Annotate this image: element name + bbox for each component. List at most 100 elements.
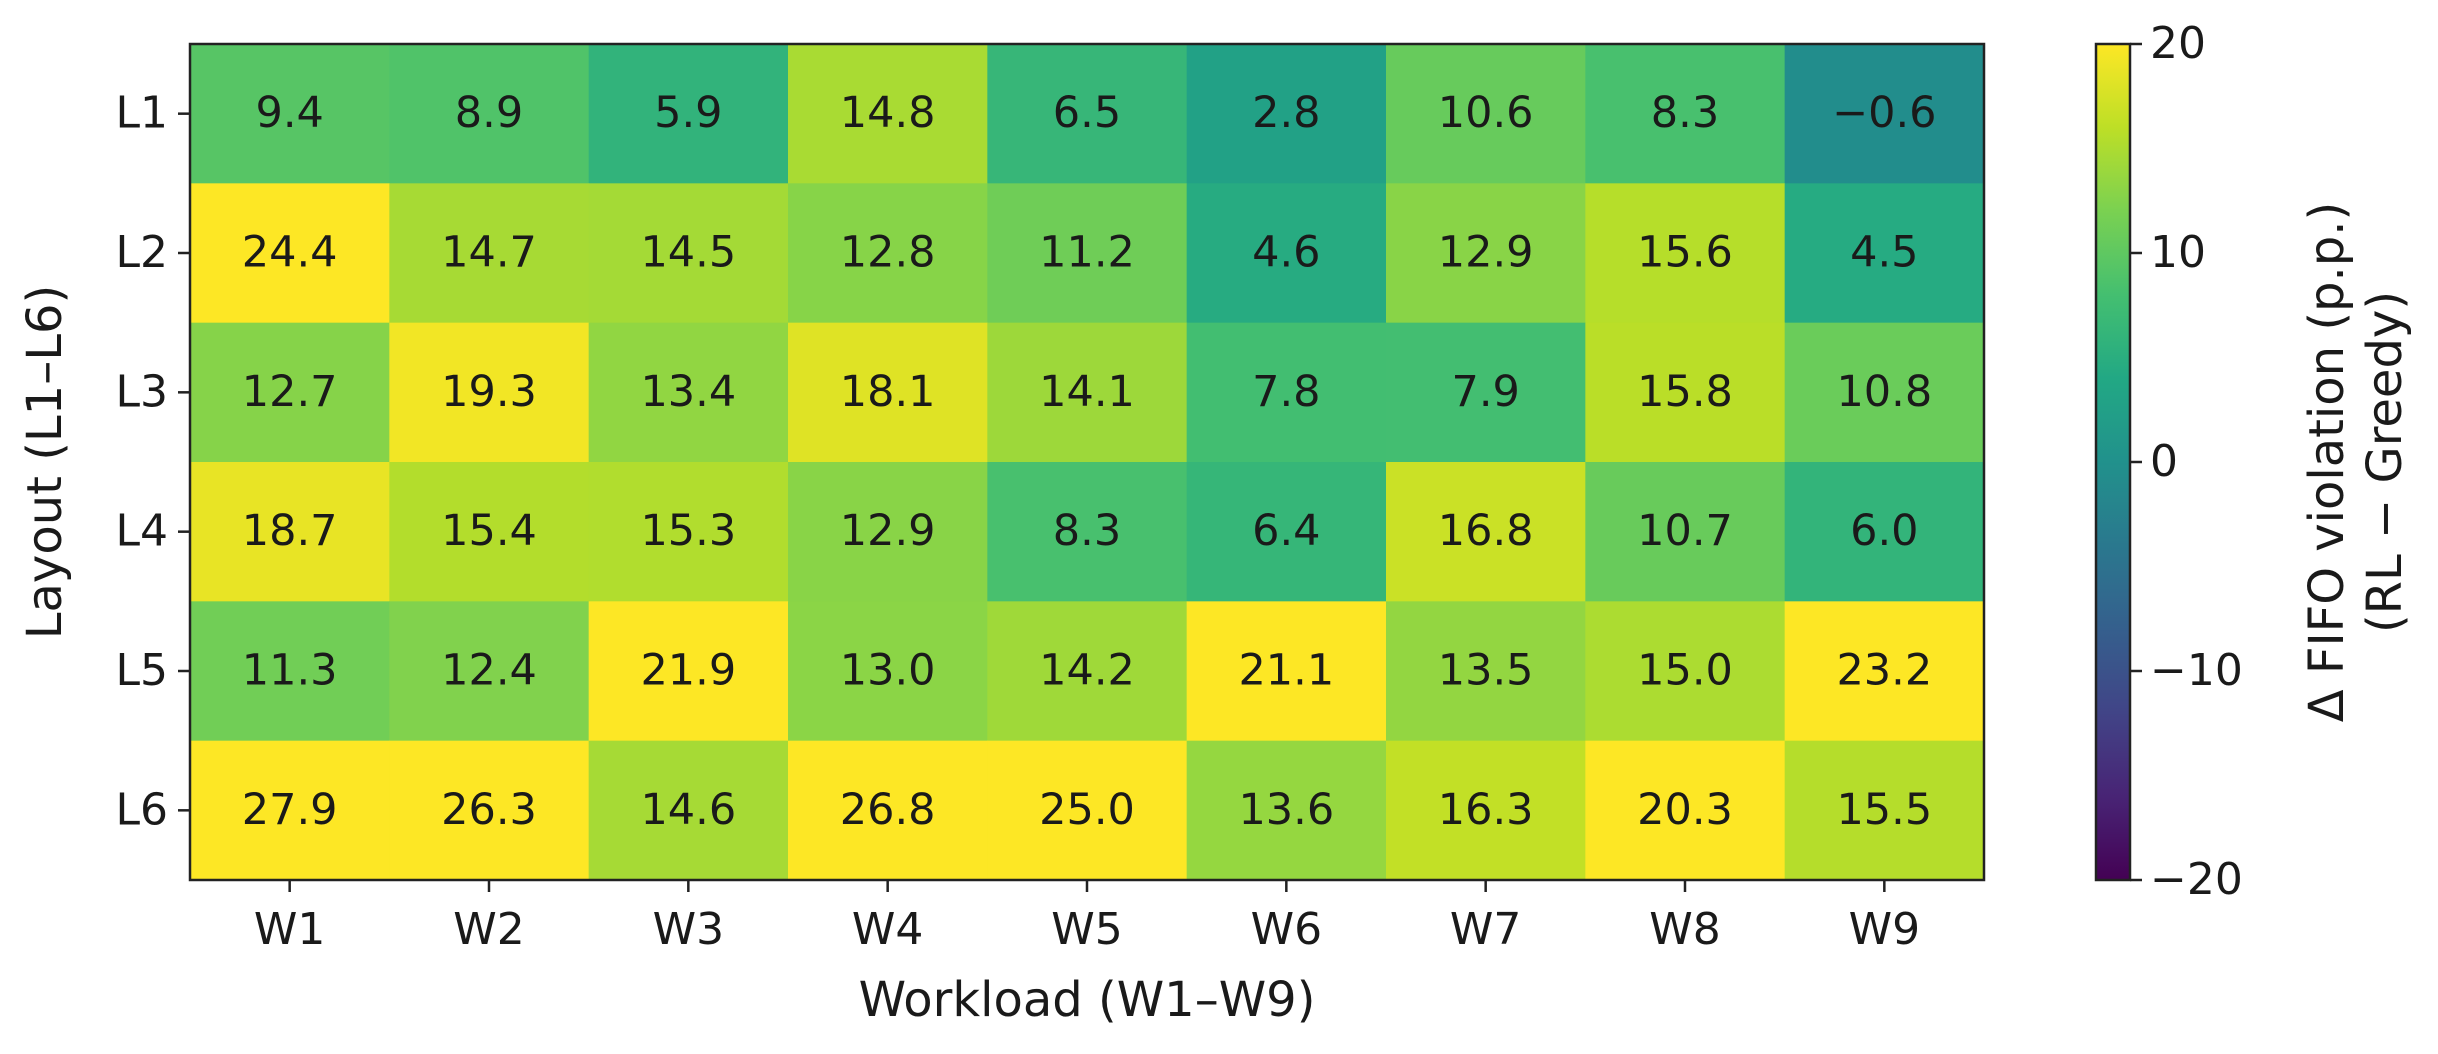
heatmap-cell — [1186, 601, 1387, 742]
cell-label: 6.5 — [1053, 88, 1121, 138]
cell-label: 20.3 — [1637, 785, 1733, 835]
heatmap-cell — [1386, 183, 1586, 324]
heatmap-cell — [1784, 740, 1985, 881]
cell-label: 12.7 — [242, 367, 338, 417]
cell-label: −0.6 — [1832, 88, 1936, 138]
cell-label: 10.6 — [1438, 88, 1534, 138]
cell-label: 6.0 — [1850, 506, 1918, 556]
cell-label: 4.5 — [1850, 228, 1918, 278]
cell-label: 15.8 — [1637, 367, 1733, 417]
heatmap-cell — [1186, 44, 1387, 184]
heatmap-cell — [788, 322, 988, 463]
heatmap-cell — [987, 601, 1188, 742]
heatmap-cell — [389, 44, 590, 184]
heatmap-cell — [987, 183, 1188, 324]
y-tick-label: L6 — [115, 784, 168, 835]
heatmap-cell — [190, 183, 390, 324]
cell-label: 14.7 — [441, 228, 537, 278]
cell-label: 24.4 — [242, 228, 338, 278]
heatmap-cell — [389, 740, 590, 881]
cell-label: 16.3 — [1438, 785, 1534, 835]
cell-label: 2.8 — [1252, 88, 1320, 138]
cell-label: 13.6 — [1238, 785, 1334, 835]
x-tick-label: W6 — [1251, 904, 1323, 955]
y-tick-label: L3 — [115, 366, 168, 417]
heatmap-cell — [1585, 601, 1786, 742]
heatmap-cell — [190, 44, 390, 184]
cell-label: 18.1 — [840, 367, 936, 417]
cell-label: 13.4 — [640, 367, 736, 417]
colorbar-label: (RL − Greedy) — [2357, 291, 2413, 633]
cell-label: 10.8 — [1836, 367, 1932, 417]
x-tick-label: W9 — [1849, 904, 1921, 955]
heatmap-cell — [190, 740, 390, 881]
y-tick-label: L1 — [115, 88, 168, 139]
x-axis-label: Workload (W1–W9) — [859, 972, 1316, 1028]
cell-label: 16.8 — [1438, 506, 1534, 556]
cell-label: 12.4 — [441, 646, 537, 696]
cell-label: 21.1 — [1238, 646, 1334, 696]
cell-label: 19.3 — [441, 367, 537, 417]
heatmap-cell — [588, 601, 789, 742]
heatmap-cell — [1186, 183, 1387, 324]
cell-label: 11.3 — [242, 646, 338, 696]
cell-label: 21.9 — [640, 646, 736, 696]
heatmap-cell — [1585, 322, 1786, 463]
heatmap-cell — [1784, 44, 1985, 184]
cell-label: 13.0 — [840, 646, 936, 696]
colorbar-tick-label: −20 — [2150, 854, 2243, 905]
cell-label: 7.9 — [1451, 367, 1519, 417]
heatmap-cell — [588, 462, 789, 602]
heatmap-cell — [1386, 740, 1586, 881]
cell-label: 8.3 — [1651, 88, 1719, 138]
cell-label: 18.7 — [242, 506, 338, 556]
heatmap-cell — [1784, 462, 1985, 602]
heatmap-cell — [190, 462, 390, 602]
cell-label: 14.6 — [640, 785, 736, 835]
heatmap-cell — [1186, 462, 1387, 602]
heatmap-cell — [1386, 322, 1586, 463]
heatmap-cell — [1585, 183, 1786, 324]
heatmap-cell — [1186, 740, 1387, 881]
heatmap-cell — [190, 322, 390, 463]
cell-label: 26.8 — [840, 785, 936, 835]
heatmap-cell — [588, 183, 789, 324]
heatmap-cell — [389, 462, 590, 602]
heatmap-cell — [1386, 44, 1586, 184]
cell-label: 7.8 — [1252, 367, 1320, 417]
cell-label: 10.7 — [1637, 506, 1733, 556]
heatmap-cell — [1186, 322, 1387, 463]
heatmap-cell — [987, 322, 1188, 463]
y-axis-label: Layout (L1–L6) — [17, 285, 73, 639]
heatmap-cell — [1784, 601, 1985, 742]
cell-label: 25.0 — [1039, 785, 1135, 835]
heatmap-cell — [788, 44, 988, 184]
cell-label: 8.3 — [1053, 506, 1121, 556]
x-tick-label: W1 — [254, 904, 326, 955]
heatmap-cell — [788, 601, 988, 742]
colorbar-tick-label: 20 — [2150, 18, 2206, 69]
cell-label: 14.8 — [840, 88, 936, 138]
y-tick-label: L4 — [115, 506, 168, 557]
x-tick-label: W7 — [1450, 904, 1522, 955]
heatmap-cell — [1585, 44, 1786, 184]
x-tick-label: W3 — [653, 904, 725, 955]
heatmap-cell — [987, 740, 1188, 881]
cell-label: 11.2 — [1039, 228, 1135, 278]
x-tick-label: W2 — [453, 904, 525, 955]
heatmap-cell — [1585, 462, 1786, 602]
heatmap-cell — [987, 44, 1188, 184]
cell-label: 15.0 — [1637, 646, 1733, 696]
heatmap-cell — [1784, 322, 1985, 463]
y-tick-label: L5 — [115, 645, 168, 696]
cell-label: 12.9 — [840, 506, 936, 556]
heatmap-cell — [190, 601, 390, 742]
colorbar-tick-label: −10 — [2150, 645, 2243, 696]
colorbar — [2094, 42, 2132, 882]
heatmap-cell — [788, 740, 988, 881]
cell-label: 9.4 — [255, 88, 323, 138]
cell-label: 8.9 — [455, 88, 523, 138]
cell-label: 14.2 — [1039, 646, 1135, 696]
cell-label: 12.9 — [1438, 228, 1534, 278]
cell-label: 13.5 — [1438, 646, 1534, 696]
